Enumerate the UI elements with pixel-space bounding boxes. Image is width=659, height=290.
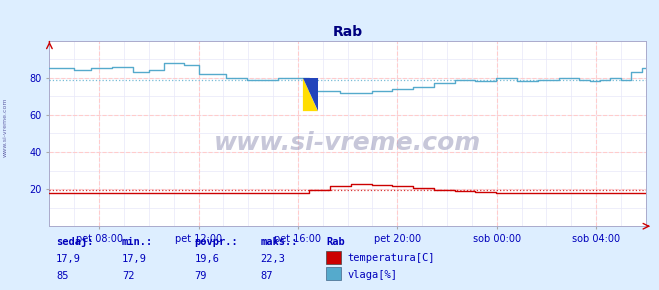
Title: Rab: Rab xyxy=(333,26,362,39)
Text: www.si-vreme.com: www.si-vreme.com xyxy=(3,98,8,157)
Text: 22,3: 22,3 xyxy=(260,254,285,264)
Text: Rab: Rab xyxy=(326,237,345,247)
Text: 17,9: 17,9 xyxy=(122,254,147,264)
Text: 19,6: 19,6 xyxy=(194,254,219,264)
Text: min.:: min.: xyxy=(122,237,153,247)
Text: 17,9: 17,9 xyxy=(56,254,81,264)
Text: vlaga[%]: vlaga[%] xyxy=(347,270,397,280)
Polygon shape xyxy=(303,78,318,111)
Text: 79: 79 xyxy=(194,271,207,281)
Polygon shape xyxy=(303,78,318,111)
Text: maks.:: maks.: xyxy=(260,237,298,247)
Text: povpr.:: povpr.: xyxy=(194,237,238,247)
Text: 87: 87 xyxy=(260,271,273,281)
Text: sedaj:: sedaj: xyxy=(56,236,94,247)
Text: 72: 72 xyxy=(122,271,134,281)
Text: 85: 85 xyxy=(56,271,69,281)
Text: temperatura[C]: temperatura[C] xyxy=(347,253,435,263)
Text: www.si-vreme.com: www.si-vreme.com xyxy=(214,131,481,155)
